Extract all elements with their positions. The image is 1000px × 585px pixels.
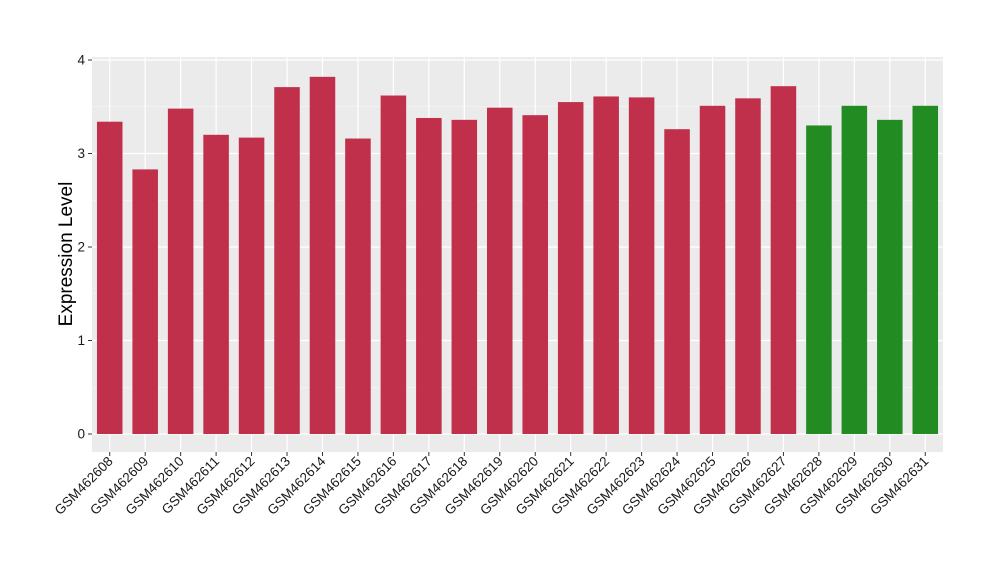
bar-gsm462626 bbox=[735, 98, 761, 435]
bar-gsm462622 bbox=[593, 96, 619, 434]
bar-gsm462631 bbox=[912, 105, 939, 434]
bar-gsm462624 bbox=[664, 129, 690, 434]
bar-gsm462612 bbox=[238, 137, 265, 435]
y-tick-label: 3 bbox=[77, 146, 85, 161]
bar-gsm462617 bbox=[416, 117, 442, 434]
y-tick-label: 2 bbox=[77, 240, 85, 255]
bar-gsm462619 bbox=[487, 107, 513, 434]
bar-gsm462611 bbox=[203, 134, 229, 435]
plot-panel bbox=[92, 57, 943, 452]
bar-gsm462620 bbox=[522, 115, 548, 434]
bar-gsm462608 bbox=[96, 121, 123, 435]
bar-gsm462609 bbox=[132, 169, 158, 434]
bar-gsm462613 bbox=[274, 87, 300, 435]
bar-gsm462614 bbox=[309, 76, 336, 434]
bar-gsm462610 bbox=[167, 108, 194, 435]
bar-gsm462628 bbox=[806, 125, 832, 434]
bar-gsm462621 bbox=[557, 102, 584, 434]
bar-gsm462625 bbox=[699, 105, 726, 434]
y-axis-title: Expression Level bbox=[56, 182, 77, 327]
y-tick-label: 0 bbox=[77, 427, 85, 442]
y-axis: 0 1 2 3 4 bbox=[77, 53, 92, 442]
y-tick-label: 1 bbox=[77, 333, 85, 348]
bar-gsm462623 bbox=[628, 97, 655, 435]
bar-gsm462630 bbox=[877, 119, 903, 434]
bar-gsm462629 bbox=[841, 105, 868, 434]
bar-gsm462615 bbox=[345, 138, 371, 435]
bars bbox=[96, 76, 939, 435]
x-axis: GSM462608GSM462609GSM462610GSM462611GSM4… bbox=[52, 452, 931, 518]
bar-gsm462627 bbox=[770, 86, 797, 435]
bar-gsm462616 bbox=[380, 95, 407, 434]
y-tick-label: 4 bbox=[77, 53, 85, 68]
bar-gsm462618 bbox=[451, 119, 478, 434]
plot-background bbox=[92, 57, 943, 452]
